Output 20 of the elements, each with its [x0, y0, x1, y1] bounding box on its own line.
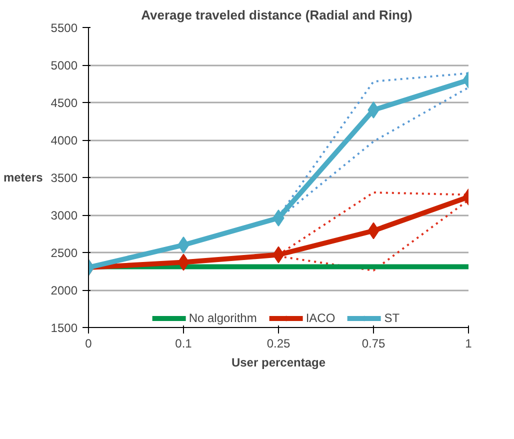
y-tick-label: 4000	[50, 134, 78, 148]
x-tick-label: 0.75	[362, 336, 386, 350]
x-tick-label: 0.25	[266, 336, 291, 350]
y-tick-label: 4500	[50, 96, 78, 110]
legend-label: No algorithm	[188, 311, 257, 325]
y-tick-label: 2500	[50, 246, 78, 260]
chart-title: Average traveled distance (Radial and Ring)	[141, 8, 412, 22]
y-tick-label: 5000	[50, 58, 78, 72]
y-tick-label: 3000	[50, 208, 78, 222]
x-tick-label: 1	[465, 336, 472, 350]
x-tick-label: 0.1	[175, 336, 192, 350]
x-tick-label: 0	[85, 336, 92, 350]
y-axis-title: meters	[3, 170, 44, 184]
legend-label: IACO	[306, 311, 336, 325]
legend-label: ST	[384, 311, 401, 325]
y-tick-label: 5500	[50, 21, 78, 35]
x-axis-title: User percentage	[231, 356, 326, 370]
y-tick-label: 2000	[50, 284, 78, 298]
y-tick-label: 3500	[50, 171, 78, 185]
y-tick-label: 1500	[50, 321, 78, 335]
